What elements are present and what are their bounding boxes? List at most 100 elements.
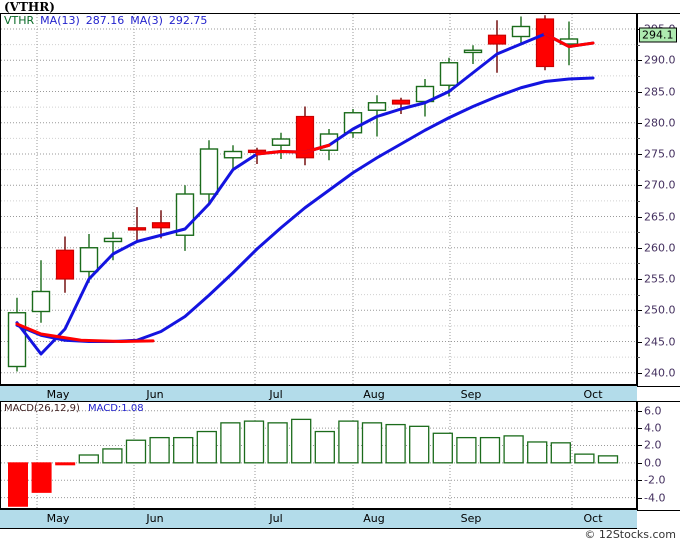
macd-histogram-bar bbox=[125, 439, 147, 464]
price-tick-minor bbox=[637, 107, 640, 109]
price-tick-label: 250.0 bbox=[644, 303, 676, 317]
macd-tick bbox=[637, 480, 642, 482]
price-tick bbox=[637, 185, 642, 187]
macd-chart-canvas bbox=[1, 402, 636, 508]
macd-tick-label: 6.0 bbox=[644, 404, 662, 418]
macd-histogram-bar bbox=[385, 423, 406, 464]
candle-body bbox=[127, 227, 147, 231]
macd-tick bbox=[637, 462, 642, 464]
candlestick bbox=[55, 236, 75, 293]
price-tick-minor bbox=[637, 294, 640, 296]
price-tick bbox=[637, 279, 642, 280]
price-tick bbox=[637, 91, 642, 93]
macd-histogram-bar bbox=[432, 432, 453, 464]
copyright-footer: © 12Stocks.com bbox=[584, 528, 676, 541]
macd-tick bbox=[637, 410, 642, 412]
month-label-sep: Sep bbox=[460, 388, 482, 401]
price-chart-panel[interactable] bbox=[0, 13, 637, 385]
candle-body bbox=[55, 249, 75, 280]
macd-params-label: MACD(26,12,9) bbox=[4, 403, 80, 414]
legend-ma3-label: MA(3) bbox=[130, 14, 163, 27]
macd-histogram-bar bbox=[291, 418, 312, 464]
price-tick bbox=[637, 247, 642, 249]
price-axis-spine bbox=[637, 14, 638, 386]
macd-tick-label: -2.0 bbox=[644, 473, 666, 487]
macd-tick-label: 4.0 bbox=[644, 421, 662, 435]
candlestick bbox=[223, 145, 243, 171]
candle-body bbox=[487, 34, 507, 45]
candle-body bbox=[463, 49, 483, 54]
candlestick bbox=[247, 147, 267, 164]
macd-tick bbox=[637, 497, 642, 499]
macd-histogram-bar bbox=[31, 462, 52, 493]
candle-body bbox=[367, 102, 387, 111]
price-tick-minor bbox=[637, 44, 640, 46]
candle-body bbox=[271, 138, 291, 146]
macd-axis: 6.0 4.0 2.0 0.0 -2.0 -4.0 bbox=[637, 401, 680, 511]
price-tick-minor bbox=[637, 75, 640, 77]
macd-histogram-bar bbox=[267, 422, 288, 464]
price-tick bbox=[637, 122, 642, 124]
candlestick bbox=[535, 15, 555, 71]
month-label-jun: Jun bbox=[146, 388, 164, 401]
ma13-line-falling bbox=[15, 322, 155, 343]
price-legend: VTHR MA(13) 287.16 MA(3) 292.75 bbox=[4, 15, 207, 27]
price-tick-label: 260.0 bbox=[644, 241, 676, 255]
price-month-band: May Jun Jul Aug Sep Oct bbox=[0, 385, 637, 405]
candlestick bbox=[487, 20, 507, 73]
price-tick bbox=[637, 216, 642, 218]
price-tick bbox=[637, 372, 642, 374]
macd-histogram-bar bbox=[574, 453, 595, 464]
candle-body bbox=[7, 312, 27, 368]
legend-ma13-value: 287.16 bbox=[85, 14, 125, 27]
macd-value-label: MACD:1.08 bbox=[87, 403, 144, 414]
ma3-line bbox=[15, 32, 595, 356]
macd-histogram-bar bbox=[78, 454, 99, 464]
macd-histogram-bar bbox=[479, 436, 501, 464]
macd-month-band: May Jun Jul Aug Sep Oct bbox=[0, 509, 637, 529]
candlestick bbox=[439, 57, 459, 97]
candle-body bbox=[295, 115, 315, 159]
candlestick bbox=[295, 106, 315, 166]
price-tick-label: 290.0 bbox=[644, 53, 676, 67]
price-tick-label: 265.0 bbox=[644, 210, 676, 223]
price-tick-minor bbox=[637, 232, 640, 234]
candle-body bbox=[223, 150, 243, 159]
price-tick-minor bbox=[637, 138, 640, 140]
price-tick bbox=[637, 60, 642, 62]
candle-body bbox=[511, 25, 531, 38]
price-tick bbox=[637, 341, 642, 343]
month-label-oct: Oct bbox=[583, 512, 603, 525]
macd-histogram-bar bbox=[527, 441, 548, 464]
ma3-line-falling bbox=[255, 143, 331, 156]
macd-histogram-bar bbox=[220, 422, 241, 464]
candle-body bbox=[247, 149, 267, 154]
candlestick bbox=[463, 45, 483, 64]
macd-histogram-bar bbox=[361, 422, 383, 464]
macd-chart-panel[interactable] bbox=[0, 401, 637, 509]
macd-legend: MACD(26,12,9) MACD:1.08 bbox=[4, 403, 144, 415]
macd-histogram-bar bbox=[243, 420, 265, 464]
price-axis: 295.0290.0285.0280.0275.0270.0265.0260.0… bbox=[637, 13, 680, 387]
macd-tick bbox=[637, 445, 642, 447]
candle-body bbox=[439, 62, 459, 86]
candle-body bbox=[79, 247, 99, 273]
macd-histogram-bar bbox=[173, 436, 194, 464]
macd-axis-spine bbox=[637, 402, 638, 510]
price-tick-label: 275.0 bbox=[644, 147, 676, 161]
price-tick-minor bbox=[637, 169, 640, 171]
candlestick bbox=[175, 185, 195, 251]
price-tick-minor bbox=[637, 263, 640, 265]
candlestick bbox=[31, 260, 51, 323]
macd-histogram-bar bbox=[503, 435, 524, 464]
legend-ma3-value: 292.75 bbox=[168, 14, 208, 27]
month-label-may: May bbox=[46, 388, 70, 401]
price-tick-label: 245.0 bbox=[644, 335, 676, 348]
candle-body bbox=[151, 222, 171, 229]
macd-histogram-bar bbox=[314, 430, 335, 464]
macd-tick-label: -4.0 bbox=[644, 491, 666, 505]
macd-histogram-bar bbox=[102, 448, 123, 464]
candlestick bbox=[511, 16, 531, 46]
macd-histogram-bar bbox=[196, 430, 217, 464]
